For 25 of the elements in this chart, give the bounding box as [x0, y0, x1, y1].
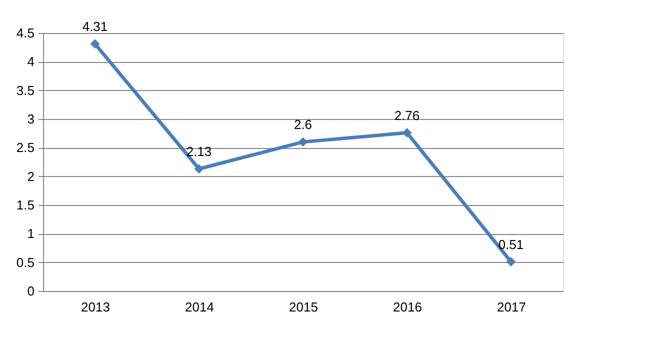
data-label: 0.51: [498, 236, 524, 252]
data-label: 4.31: [82, 18, 108, 34]
x-tick-label: 2013: [81, 300, 110, 314]
data-label: 2.13: [186, 144, 212, 159]
y-tick-label: 2: [27, 168, 34, 184]
y-tick-label: 3.5: [16, 82, 34, 98]
y-tick-label: 4.5: [16, 26, 34, 40]
y-tick-label: 2.5: [16, 140, 34, 156]
x-tick-label: 2015: [289, 300, 318, 314]
x-tick-label: 2014: [185, 300, 214, 314]
point: [506, 257, 516, 267]
point: [402, 128, 412, 138]
data-label: 2.6: [294, 116, 312, 132]
data-label: 2.76: [394, 108, 420, 123]
y-tick-label: 4: [27, 54, 34, 70]
point: [194, 164, 204, 174]
point: [90, 39, 100, 49]
x-tick-label: 2016: [393, 300, 422, 314]
y-tick-label: 1: [27, 226, 34, 242]
y-tick-label: 0.5: [16, 254, 34, 270]
y-tick-label: 3: [27, 112, 34, 126]
x-tick-label: 2017: [497, 300, 526, 314]
point: [298, 137, 308, 147]
y-tick-label: 1.5: [16, 198, 34, 212]
y-tick-label: 0: [27, 284, 34, 298]
